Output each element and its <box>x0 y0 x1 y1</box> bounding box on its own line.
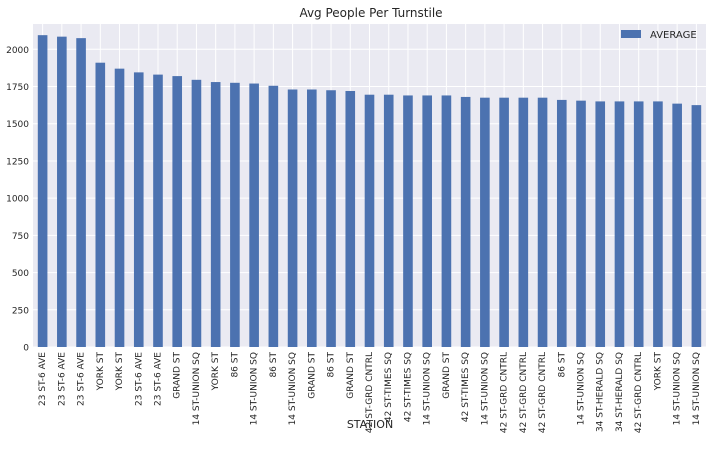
x-tick-label: YORK ST <box>653 352 663 392</box>
bar <box>691 105 702 347</box>
bar <box>595 101 606 347</box>
bar <box>518 97 529 348</box>
x-tick-label: 42 ST-TIMES SQ <box>384 352 394 422</box>
x-tick-label: 42 ST-GRD CNTRL <box>500 352 510 433</box>
x-tick-label: 42 ST-GRD CNTRL <box>519 352 529 433</box>
x-tick-label: GRAND ST <box>307 352 317 399</box>
x-tick-label: 14 ST-UNION SQ <box>692 352 702 425</box>
legend-label: AVERAGE <box>650 30 697 41</box>
x-tick-label: 14 ST-UNION SQ <box>288 352 298 425</box>
x-tick-label: YORK ST <box>211 352 221 392</box>
x-tick-label: 14 ST-UNION SQ <box>250 352 260 425</box>
x-tick-label: 14 ST-UNION SQ <box>480 352 490 425</box>
x-tick-label: 42 ST-GRD CNTRL <box>538 352 548 433</box>
y-tick-label: 1250 <box>6 157 29 167</box>
legend-swatch <box>621 30 641 38</box>
y-tick-labels: 0 250 500 750 1000 1250 1500 1750 2000 <box>6 46 29 354</box>
bar <box>345 90 356 347</box>
bar <box>133 72 144 347</box>
y-tick-label: 500 <box>12 269 29 279</box>
bar <box>230 82 240 348</box>
x-tick-label: 34 ST-HERALD SQ <box>596 352 606 432</box>
bar <box>653 101 663 347</box>
bar <box>556 99 567 347</box>
x-tick-label: 86 ST <box>557 352 567 378</box>
bar <box>614 101 625 347</box>
bar <box>364 94 375 348</box>
x-tick-label: 42 ST-GRD CNTRL <box>634 352 644 433</box>
x-tick-label: GRAND ST <box>442 352 452 399</box>
bar <box>95 62 106 347</box>
x-tick-label: 14 ST-UNION SQ <box>423 352 433 425</box>
x-tick-label: 23 ST-6 AVE <box>38 352 48 406</box>
y-tick-label: 2000 <box>6 46 29 56</box>
x-tick-labels: 23 ST-6 AVE 23 ST-6 AVE 23 ST-6 AVE YORK ST… <box>38 352 702 434</box>
bar <box>268 85 279 348</box>
chart-title: Avg People Per Turnstile <box>299 6 442 20</box>
bar <box>57 36 67 348</box>
x-tick-label: 42 ST-GRD CNTRL <box>365 352 375 433</box>
bar <box>326 90 336 347</box>
bar <box>114 68 125 347</box>
bar <box>499 97 509 348</box>
x-tick-label: 86 ST <box>230 352 240 378</box>
y-tick-label: 1750 <box>6 83 29 93</box>
bar <box>153 74 163 348</box>
bar <box>287 89 298 347</box>
bar <box>383 94 394 348</box>
x-tick-label: 14 ST-UNION SQ <box>673 352 683 425</box>
x-tick-label: 23 ST-6 AVE <box>57 352 67 406</box>
bar <box>249 83 259 347</box>
x-axis-label: STATION <box>347 418 393 431</box>
x-tick-label: 14 ST-UNION SQ <box>577 352 587 425</box>
x-tick-label: YORK ST <box>115 352 125 392</box>
x-tick-label: YORK ST <box>96 352 106 392</box>
legend: AVERAGE <box>621 30 697 41</box>
bars <box>37 35 702 348</box>
bar <box>672 103 682 348</box>
bar <box>191 79 202 348</box>
bar <box>210 82 221 347</box>
x-tick-label: 86 ST <box>269 352 279 378</box>
bar <box>76 38 86 347</box>
x-tick-label: 86 ST <box>327 352 337 378</box>
y-tick-label: 750 <box>12 232 29 242</box>
bar <box>633 101 644 347</box>
x-tick-label: GRAND ST <box>173 352 183 399</box>
x-tick-label: 23 ST-6 AVE <box>153 352 163 406</box>
bar <box>537 97 548 348</box>
x-tick-label: 42 ST-TIMES SQ <box>461 352 471 422</box>
x-tick-label: 23 ST-6 AVE <box>77 352 87 406</box>
y-tick-label: 250 <box>12 306 29 316</box>
y-tick-label: 1500 <box>6 120 29 130</box>
x-tick-label: 42 ST-TIMES SQ <box>403 352 413 422</box>
x-tick-label: 34 ST-HERALD SQ <box>615 352 625 432</box>
bar <box>37 35 48 347</box>
x-tick-label: GRAND ST <box>346 352 356 399</box>
bar <box>441 95 452 347</box>
bar <box>172 76 183 347</box>
bar <box>576 100 586 348</box>
bar <box>307 89 317 347</box>
y-tick-label: 1000 <box>6 195 29 205</box>
y-tick-label: 0 <box>23 344 29 354</box>
bar <box>460 96 471 347</box>
bar <box>403 95 413 347</box>
bar <box>422 95 432 347</box>
bar <box>480 97 490 348</box>
x-tick-label: 14 ST-UNION SQ <box>192 352 202 425</box>
x-tick-label: 23 ST-6 AVE <box>134 352 144 406</box>
